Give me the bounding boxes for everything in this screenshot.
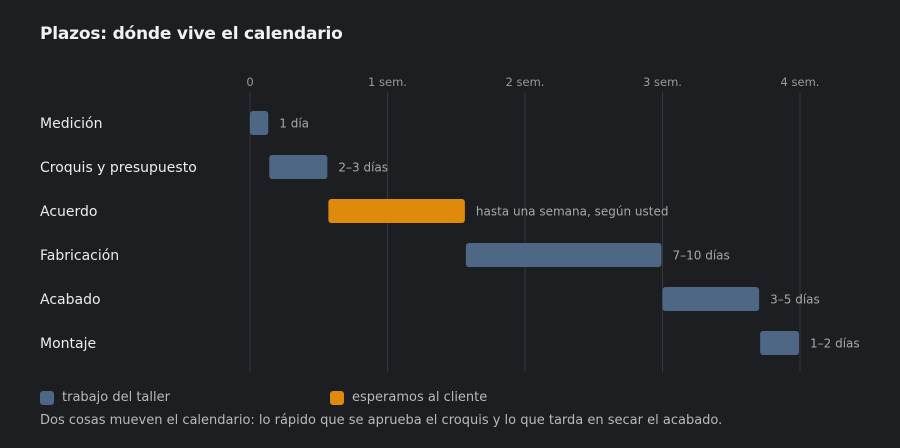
grid-lines bbox=[249, 92, 801, 372]
task-duration-label: 1–2 días bbox=[810, 337, 860, 351]
task-bar bbox=[662, 287, 760, 311]
task-bars: Medición 1 día Croquis y presupuesto 2–3 dí… bbox=[40, 111, 860, 355]
x-tick-label: 4 sem. bbox=[781, 75, 820, 89]
legend-label-shop: trabajo del taller bbox=[62, 390, 170, 405]
legend-item-client: esperamos al cliente bbox=[330, 390, 487, 405]
task-row: Fabricación 7–10 días bbox=[40, 243, 730, 267]
task-row: Acuerdo hasta una semana, según usted bbox=[40, 199, 668, 223]
legend-label-client: esperamos al cliente bbox=[352, 390, 488, 405]
x-tick-label: 3 sem. bbox=[643, 75, 682, 89]
x-tick-label: 1 sem. bbox=[368, 75, 407, 89]
legend-item-shop: trabajo del taller bbox=[40, 390, 170, 405]
legend: trabajo del taller esperamos al cliente bbox=[40, 390, 860, 410]
task-row: Croquis y presupuesto 2–3 días bbox=[40, 155, 388, 179]
task-duration-label: 1 día bbox=[279, 117, 309, 131]
task-name: Fabricación bbox=[40, 248, 119, 264]
task-bar bbox=[328, 199, 465, 223]
legend-swatch-shop bbox=[40, 390, 54, 405]
x-tick-label: 0 bbox=[246, 75, 253, 89]
task-duration-label: 7–10 días bbox=[673, 249, 730, 263]
task-row: Medición 1 día bbox=[40, 111, 309, 135]
task-duration-label: hasta una semana, según usted bbox=[476, 205, 669, 219]
x-axis-ticks: 0 1 sem. 2 sem. 3 sem. 4 sem. bbox=[246, 75, 819, 89]
legend-swatch-client bbox=[330, 390, 344, 405]
task-name: Acuerdo bbox=[40, 204, 97, 220]
task-bar bbox=[269, 155, 328, 179]
task-duration-label: 2–3 días bbox=[338, 161, 388, 175]
task-row: Acabado 3–5 días bbox=[40, 287, 820, 311]
task-name: Acabado bbox=[40, 292, 101, 308]
task-bar bbox=[250, 111, 269, 135]
task-bar bbox=[760, 331, 799, 355]
task-name: Medición bbox=[40, 116, 103, 132]
task-name: Montaje bbox=[40, 336, 96, 352]
task-row: Montaje 1–2 días bbox=[40, 331, 860, 355]
task-bar bbox=[465, 243, 662, 267]
task-name: Croquis y presupuesto bbox=[40, 160, 197, 176]
chart-title: Plazos: dónde vive el calendario bbox=[40, 24, 343, 44]
x-tick-label: 2 sem. bbox=[506, 75, 545, 89]
chart-footnote: Dos cosas mueven el calendario: lo rápid… bbox=[40, 413, 723, 428]
task-duration-label: 3–5 días bbox=[770, 293, 820, 307]
